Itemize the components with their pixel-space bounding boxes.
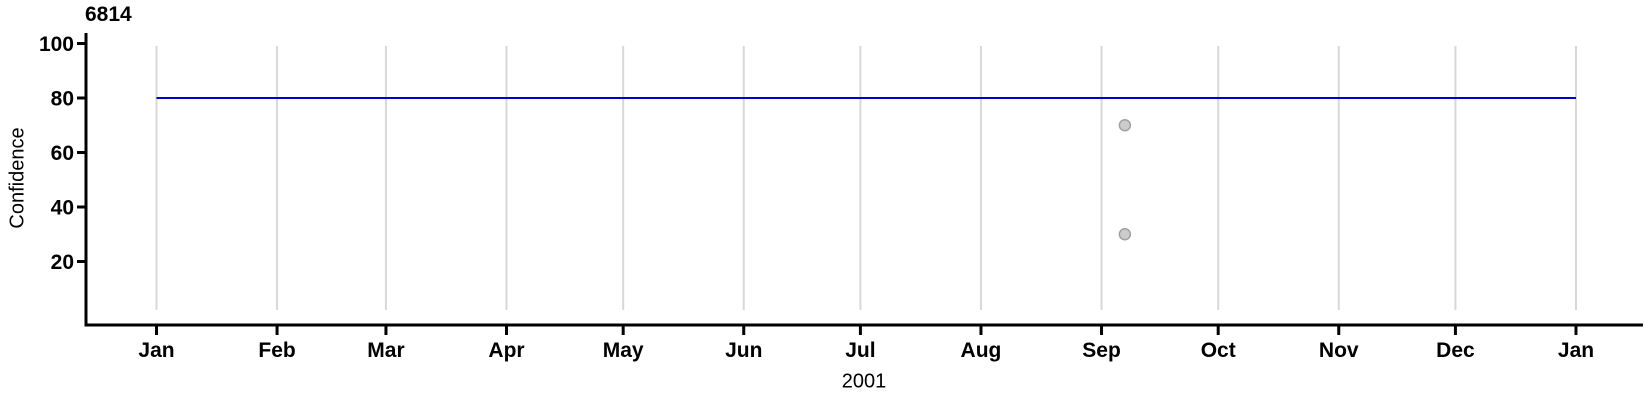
x-tick-label: Oct [1201, 339, 1236, 362]
data-point [1118, 119, 1132, 132]
data-point [1118, 228, 1132, 241]
y-tick-label: 40 [51, 197, 74, 220]
x-tick-label: Mar [367, 339, 404, 362]
x-tick-label: Jul [845, 339, 875, 362]
y-tick-label: 80 [51, 88, 74, 111]
x-tick-label: Dec [1436, 339, 1475, 362]
x-tick-label: May [603, 339, 644, 362]
x-tick-label: Feb [258, 339, 295, 362]
y-tick-label: 60 [51, 142, 74, 165]
y-tick-label: 20 [51, 251, 74, 274]
y-axis-label: Confidence [6, 127, 29, 229]
x-tick-label: Jan [138, 339, 174, 362]
x-tick-label: Apr [488, 339, 524, 362]
x-axis-label: 2001 [841, 370, 887, 393]
x-tick-label: Nov [1319, 339, 1359, 362]
x-tick-label: Sep [1082, 339, 1121, 362]
y-tick-label: 100 [39, 33, 74, 56]
x-tick-label: Jun [725, 339, 762, 362]
x-tick-label: Jan [1558, 339, 1594, 362]
x-tick-label: Aug [961, 339, 1002, 362]
chart-title: 6814 [85, 3, 132, 26]
